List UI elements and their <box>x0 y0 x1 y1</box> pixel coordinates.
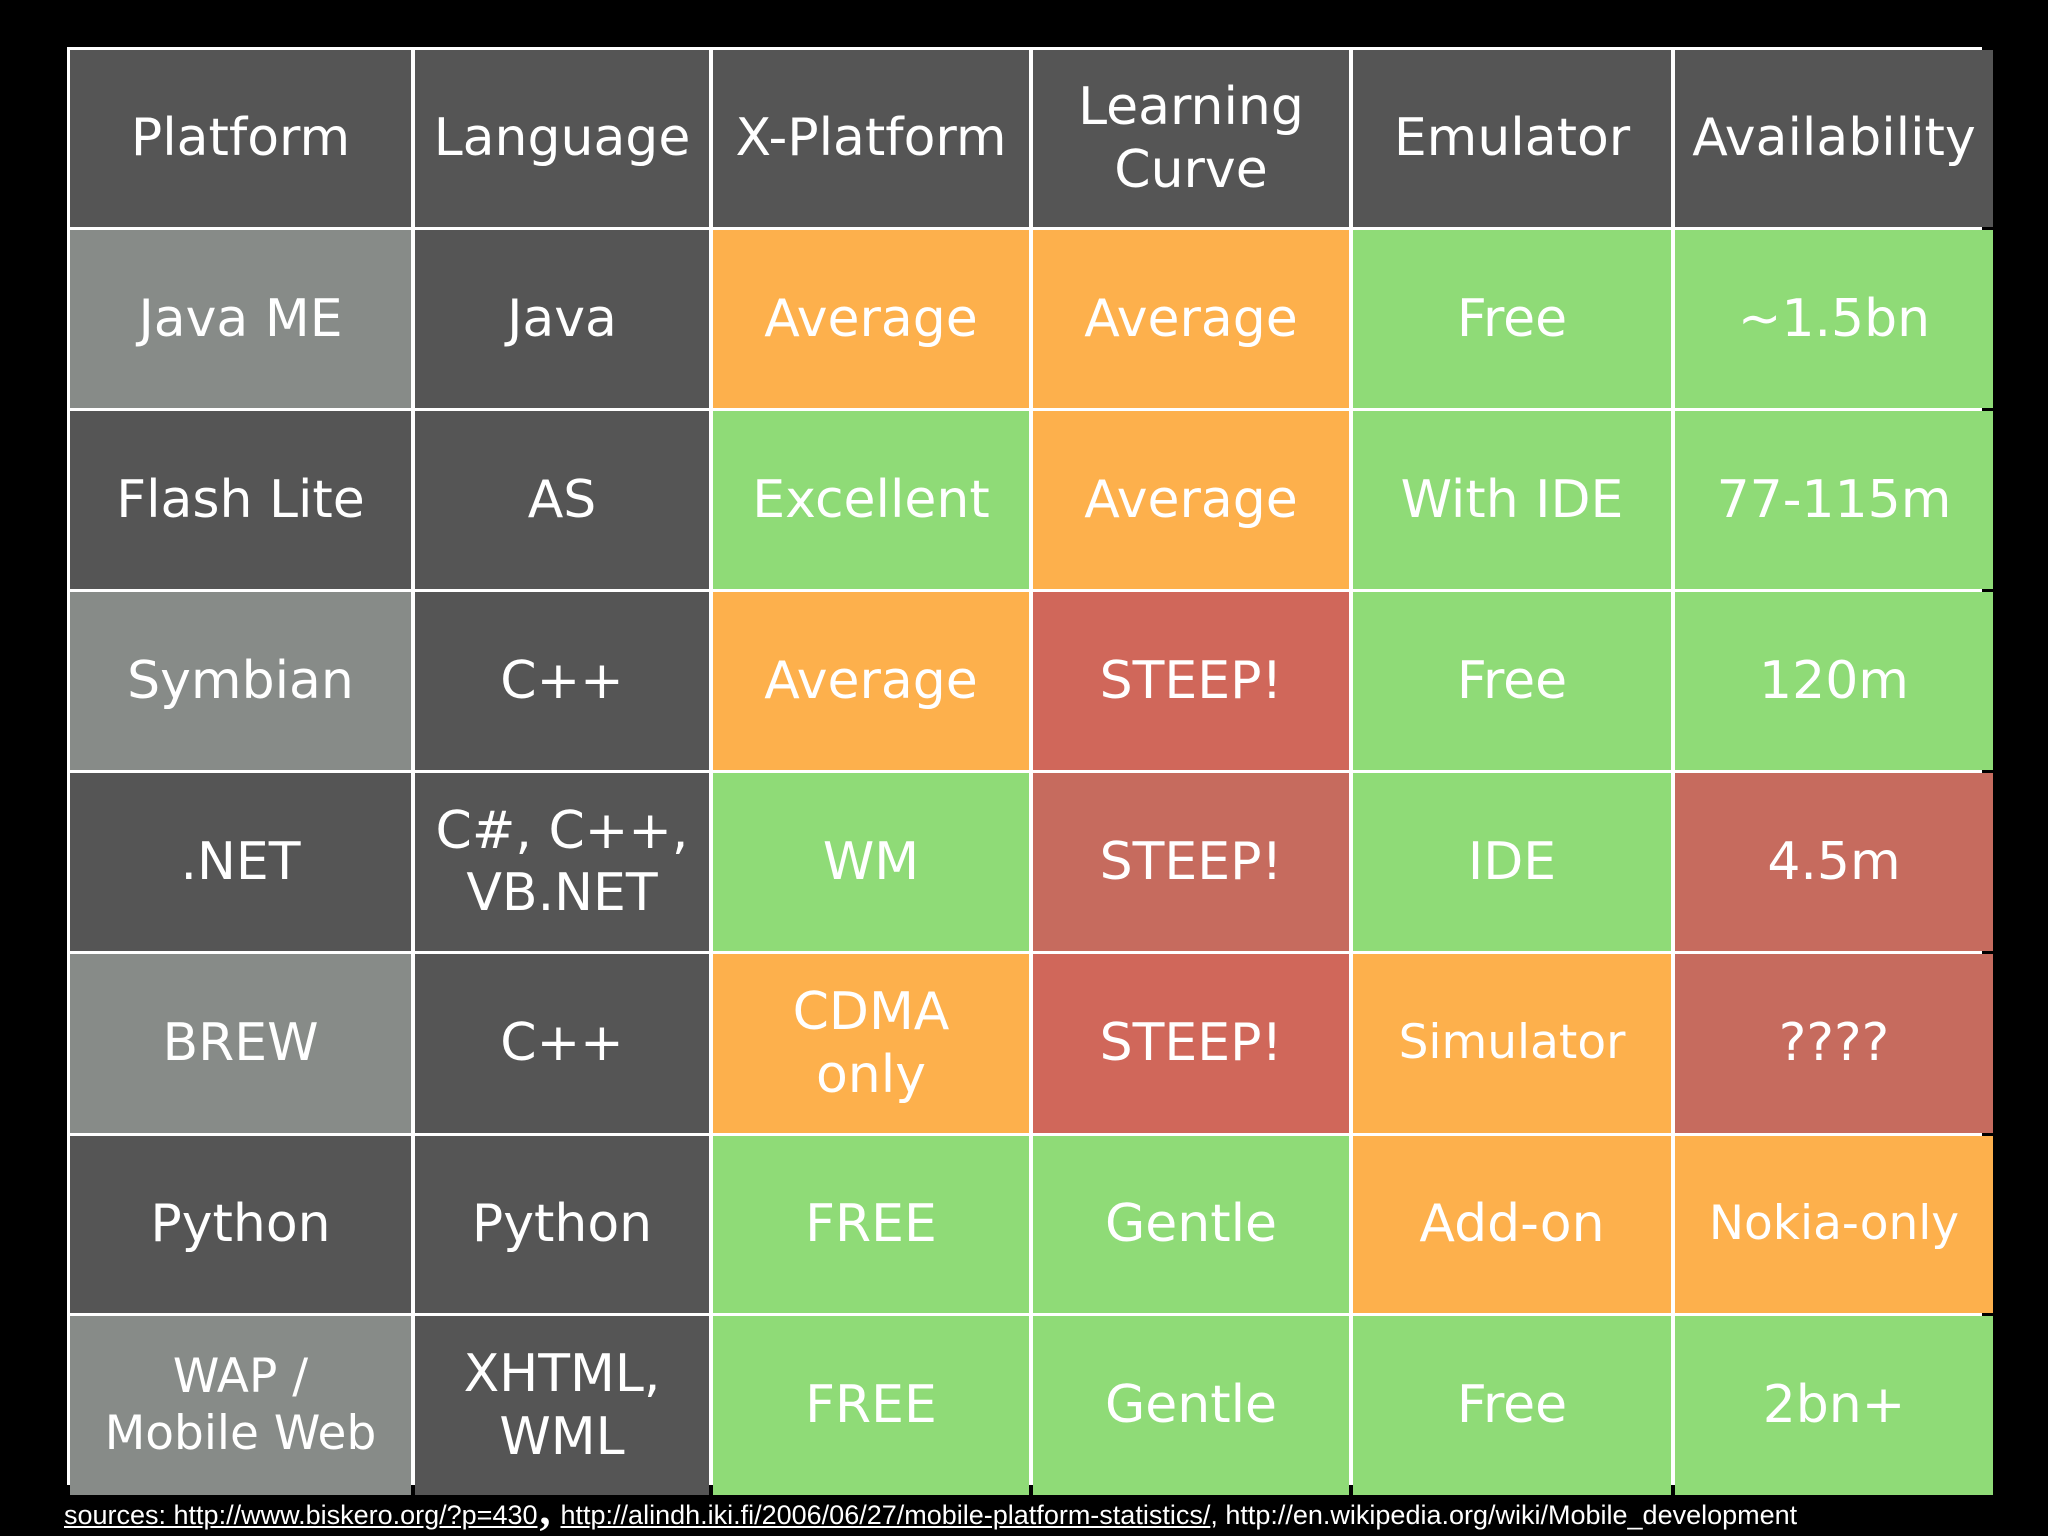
cell-learning-curve: STEEP! <box>1033 773 1349 951</box>
cell-learning-curve: Gentle <box>1033 1316 1349 1495</box>
cell-emulator: IDE <box>1353 773 1671 951</box>
cell-availability: Nokia-only <box>1675 1136 1993 1313</box>
sources-comma: , <box>539 1485 551 1534</box>
cell-x-platform: Average <box>713 592 1029 770</box>
header-emulator: Emulator <box>1353 50 1671 227</box>
cell-language: AS <box>415 411 709 589</box>
cell-platform: Java ME <box>70 230 411 408</box>
header-language: Language <box>415 50 709 227</box>
cell-language: C++ <box>415 592 709 770</box>
cell-availability: ???? <box>1675 954 1993 1133</box>
source-link-wikipedia: http://en.wikipedia.org/wiki/Mobile_deve… <box>1217 1500 1798 1530</box>
cell-availability: 120m <box>1675 592 1993 770</box>
source-link-alindh[interactable]: http://alindh.iki.fi/2006/06/27/mobile-p… <box>560 1500 1211 1530</box>
cell-x-platform: Average <box>713 230 1029 408</box>
cell-emulator: Free <box>1353 592 1671 770</box>
header-platform: Platform <box>70 50 411 227</box>
header-x-platform: X-Platform <box>713 50 1029 227</box>
cell-learning-curve: STEEP! <box>1033 954 1349 1133</box>
cell-x-platform: WM <box>713 773 1029 951</box>
cell-x-platform: FREE <box>713 1316 1029 1495</box>
sources-footer: sources: http://www.biskero.org/?p=430 ,… <box>64 1485 2044 1534</box>
sources-separator: , <box>1210 1500 1218 1530</box>
header-availability: Availability <box>1675 50 1993 227</box>
cell-learning-curve: Average <box>1033 411 1349 589</box>
cell-platform: Python <box>70 1136 411 1313</box>
cell-learning-curve: Gentle <box>1033 1136 1349 1313</box>
cell-platform: Flash Lite <box>70 411 411 589</box>
cell-x-platform: Excellent <box>713 411 1029 589</box>
cell-availability: 2bn+ <box>1675 1316 1993 1495</box>
cell-x-platform: FREE <box>713 1136 1029 1313</box>
cell-language: Java <box>415 230 709 408</box>
cell-language: C++ <box>415 954 709 1133</box>
cell-emulator: Simulator <box>1353 954 1671 1133</box>
comparison-table: Platform Language X-Platform Learning Cu… <box>67 47 1993 1495</box>
cell-emulator: Free <box>1353 230 1671 408</box>
cell-language: XHTML, WML <box>415 1316 709 1495</box>
cell-platform: WAP / Mobile Web <box>70 1316 411 1495</box>
cell-language: C#, C++, VB.NET <box>415 773 709 951</box>
cell-platform: .NET <box>70 773 411 951</box>
source-link-biskero[interactable]: sources: http://www.biskero.org/?p=430 <box>64 1500 538 1530</box>
cell-emulator: With IDE <box>1353 411 1671 589</box>
cell-availability: 77-115m <box>1675 411 1993 589</box>
header-learning-curve: Learning Curve <box>1033 50 1349 227</box>
cell-language: Python <box>415 1136 709 1313</box>
cell-emulator: Free <box>1353 1316 1671 1495</box>
cell-availability: ~1.5bn <box>1675 230 1993 408</box>
cell-learning-curve: STEEP! <box>1033 592 1349 770</box>
cell-emulator: Add-on <box>1353 1136 1671 1313</box>
cell-availability: 4.5m <box>1675 773 1993 951</box>
cell-x-platform: CDMA only <box>713 954 1029 1133</box>
cell-platform: BREW <box>70 954 411 1133</box>
cell-platform: Symbian <box>70 592 411 770</box>
cell-learning-curve: Average <box>1033 230 1349 408</box>
